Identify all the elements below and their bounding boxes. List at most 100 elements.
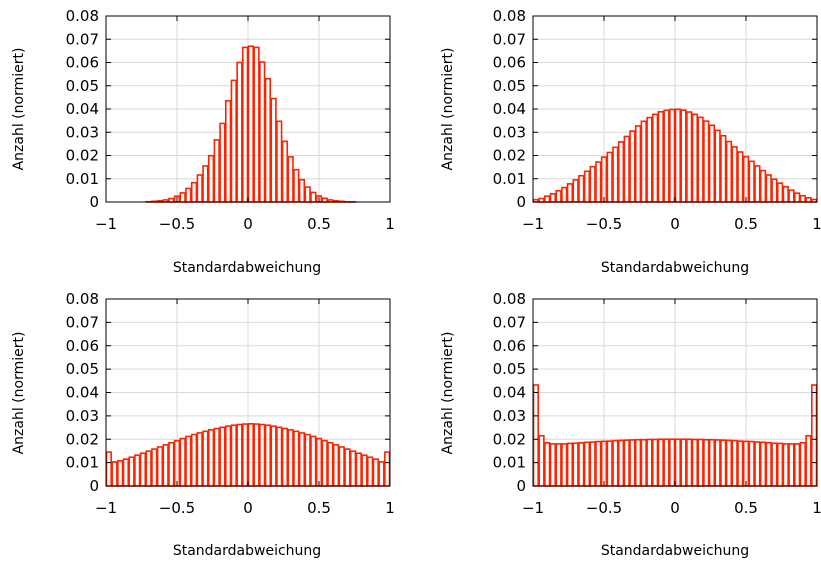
histogram-bar bbox=[298, 178, 306, 203]
x-axis-title: Standardabweichung bbox=[601, 260, 749, 276]
histogram-bar bbox=[145, 450, 152, 487]
histogram-bar bbox=[765, 441, 772, 487]
x-tick-label: 1 bbox=[385, 499, 395, 517]
histogram-bar bbox=[196, 432, 203, 487]
histogram-bar bbox=[332, 444, 340, 487]
y-tick-label: 0.05 bbox=[493, 77, 526, 95]
histogram-bar bbox=[128, 456, 135, 487]
x-axis-title: Standardabweichung bbox=[601, 543, 749, 559]
histogram-bar bbox=[355, 452, 362, 487]
histogram-bar bbox=[583, 170, 591, 203]
x-tick-label: −1 bbox=[95, 499, 117, 517]
y-tick-label: 0.01 bbox=[493, 454, 526, 472]
x-tick-label: 0 bbox=[243, 215, 253, 233]
histogram-bar bbox=[572, 179, 579, 203]
histogram-bar bbox=[366, 456, 374, 487]
x-tick-label: −0.5 bbox=[159, 499, 195, 517]
y-tick-label: 0 bbox=[516, 477, 526, 495]
histogram-bar bbox=[805, 434, 812, 487]
y-axis-title: Anzahl (normiert) bbox=[11, 332, 27, 455]
y-tick-label: 0.08 bbox=[66, 290, 99, 308]
y-tick-label: 0.05 bbox=[493, 360, 526, 378]
histogram-bar bbox=[623, 135, 630, 203]
histogram-bar bbox=[544, 195, 551, 203]
histogram-bar bbox=[589, 441, 596, 487]
y-axis-title: Anzahl (normiert) bbox=[440, 48, 456, 171]
histogram-bar bbox=[224, 425, 232, 487]
histogram-bar bbox=[782, 443, 789, 487]
y-tick-label: 0.01 bbox=[66, 454, 99, 472]
histogram-bar bbox=[725, 439, 733, 487]
histogram-bar bbox=[788, 443, 795, 487]
histogram-bar bbox=[544, 441, 551, 487]
histogram-bar bbox=[304, 186, 311, 203]
histogram-bar bbox=[788, 189, 795, 203]
histogram-bar bbox=[640, 120, 647, 203]
histogram-bar bbox=[782, 185, 789, 203]
histogram-bar bbox=[219, 426, 226, 487]
histogram-bar bbox=[708, 124, 716, 203]
histogram-bar bbox=[566, 442, 574, 487]
histogram-bar bbox=[349, 450, 357, 487]
histogram-bar bbox=[561, 186, 568, 203]
histogram-bar bbox=[617, 439, 625, 487]
histogram-bar bbox=[247, 423, 254, 487]
histogram-bar bbox=[566, 183, 574, 203]
histogram-bar bbox=[156, 446, 164, 487]
x-tick-label: 0.5 bbox=[307, 215, 331, 233]
y-tick-label: 0.08 bbox=[493, 7, 526, 25]
histogram-bar bbox=[799, 441, 806, 487]
histogram-bar bbox=[179, 192, 186, 203]
histogram-bar bbox=[298, 432, 306, 487]
histogram-bar bbox=[264, 77, 272, 203]
histogram-bar bbox=[793, 192, 801, 203]
histogram-bar bbox=[344, 448, 351, 487]
histogram-bar bbox=[714, 129, 721, 203]
histogram-bar bbox=[771, 178, 778, 203]
y-tick-label: 0 bbox=[89, 477, 99, 495]
histogram-bar bbox=[759, 441, 767, 487]
histogram-bar bbox=[691, 113, 699, 203]
histogram-bar bbox=[549, 193, 557, 203]
histogram-bar bbox=[151, 448, 158, 487]
histogram-bar bbox=[293, 168, 300, 203]
histogram-bar bbox=[538, 434, 545, 487]
y-tick-label: 0.04 bbox=[493, 100, 526, 118]
histogram-bar bbox=[281, 427, 289, 487]
histogram-bar bbox=[270, 425, 277, 487]
histogram-bar bbox=[338, 446, 345, 487]
histogram-bar bbox=[737, 151, 744, 203]
y-tick-label: 0.02 bbox=[493, 430, 526, 448]
y-tick-label: 0.06 bbox=[66, 54, 99, 72]
histogram-bar bbox=[776, 442, 784, 487]
histogram-bar bbox=[168, 441, 175, 487]
x-tick-label: 0 bbox=[670, 215, 680, 233]
y-tick-label: 0.07 bbox=[493, 30, 526, 48]
histogram-bar bbox=[253, 423, 260, 487]
histogram-bar bbox=[663, 109, 670, 203]
x-tick-label: 0 bbox=[670, 499, 680, 517]
histogram-bar bbox=[213, 139, 220, 203]
histogram-bar bbox=[572, 442, 579, 487]
histogram-bar bbox=[532, 384, 539, 487]
histogram-bottom-right: 0 0.01 0.02 0.03 0.04 0.05 0.06 0.07 0.08 −1 −0.5 0… bbox=[440, 290, 821, 559]
histogram-bar bbox=[276, 426, 283, 487]
histogram-bar bbox=[555, 190, 562, 203]
histogram-bar bbox=[754, 441, 761, 487]
histogram-bar bbox=[805, 197, 812, 203]
histogram-bar bbox=[281, 140, 289, 203]
y-tick-label: 0.02 bbox=[66, 430, 99, 448]
y-tick-label: 0.08 bbox=[493, 290, 526, 308]
y-tick-label: 0.03 bbox=[493, 123, 526, 141]
histogram-bar bbox=[185, 187, 192, 203]
histogram-bar bbox=[230, 424, 237, 487]
histogram-bar bbox=[190, 433, 198, 487]
histogram-bar bbox=[213, 427, 220, 487]
histogram-bar bbox=[287, 429, 294, 487]
x-axis-title: Standardabweichung bbox=[173, 543, 321, 559]
y-tick-label: 0.02 bbox=[493, 147, 526, 165]
histogram-bar bbox=[583, 441, 591, 487]
histogram-bar bbox=[748, 160, 755, 203]
histogram-bar bbox=[793, 443, 801, 487]
histogram-bar bbox=[224, 100, 232, 203]
